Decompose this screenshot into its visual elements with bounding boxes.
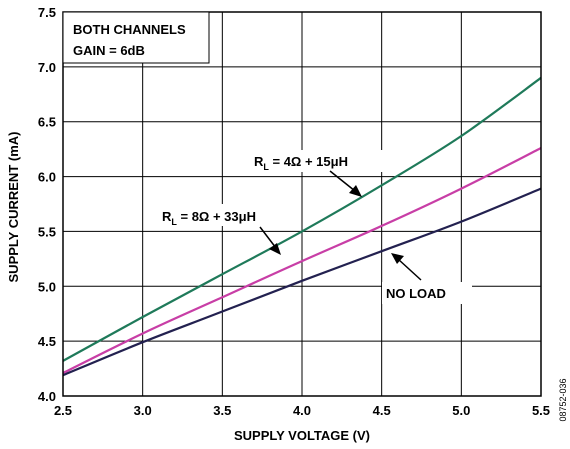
- y-axis-title: SUPPLY CURRENT (mA): [6, 132, 21, 283]
- x-tick-label: 4.5: [373, 403, 391, 418]
- condition-line-2: GAIN = 6dB: [73, 43, 145, 58]
- condition-box: [62, 11, 210, 64]
- series-line-rl-8ohm: [62, 147, 542, 374]
- annotation-arrowhead-8ohm: [269, 243, 281, 255]
- y-tick-label: 5.5: [38, 224, 56, 239]
- y-tick-label: 5.0: [38, 279, 56, 294]
- x-tick-label: 3.0: [134, 403, 152, 418]
- y-tick-labels: 4.0 4.5 5.0 5.5 6.0 6.5 7.0 7.5: [38, 5, 56, 404]
- series-line-no-load: [62, 187, 542, 377]
- series-lines: [62, 76, 542, 377]
- annotation-arrow-noload: [397, 258, 422, 281]
- annotation-arrowhead-4ohm: [349, 185, 362, 197]
- condition-line-1: BOTH CHANNELS: [73, 22, 186, 37]
- figure-id: 08752-036: [558, 378, 568, 421]
- y-tick-label: 7.0: [38, 60, 56, 75]
- plot-frame: [62, 11, 542, 397]
- series-line-rl-4ohm: [62, 76, 542, 362]
- y-tick-label: 4.0: [38, 389, 56, 404]
- y-tick-label: 7.5: [38, 5, 56, 20]
- annotation-rl-8ohm: RL = 8Ω + 33μH: [162, 209, 256, 227]
- x-tick-labels: 2.5 3.0 3.5 4.0 4.5 5.0 5.5: [54, 403, 550, 418]
- annotation-bg-noload: [382, 282, 472, 304]
- x-tick-label: 3.5: [213, 403, 231, 418]
- annotation-no-load: NO LOAD: [386, 286, 446, 301]
- x-tick-label: 5.5: [532, 403, 550, 418]
- x-tick-label: 4.0: [293, 403, 311, 418]
- annotation-rl-4ohm: RL = 4Ω + 15μH: [254, 154, 348, 172]
- x-tick-label: 5.0: [452, 403, 470, 418]
- x-tick-label: 2.5: [54, 403, 72, 418]
- y-tick-label: 4.5: [38, 334, 56, 349]
- grid: [62, 11, 542, 397]
- y-tick-label: 6.0: [38, 170, 56, 185]
- annotation-arrowhead-noload: [391, 253, 404, 264]
- x-axis-title: SUPPLY VOLTAGE (V): [234, 428, 370, 443]
- y-tick-label: 6.5: [38, 115, 56, 130]
- annotation-arrow-8ohm: [259, 226, 277, 249]
- annotation-bg-4ohm: [251, 150, 391, 172]
- annotation-arrow-4ohm: [329, 170, 356, 192]
- annotation-bg-8ohm: [159, 204, 299, 226]
